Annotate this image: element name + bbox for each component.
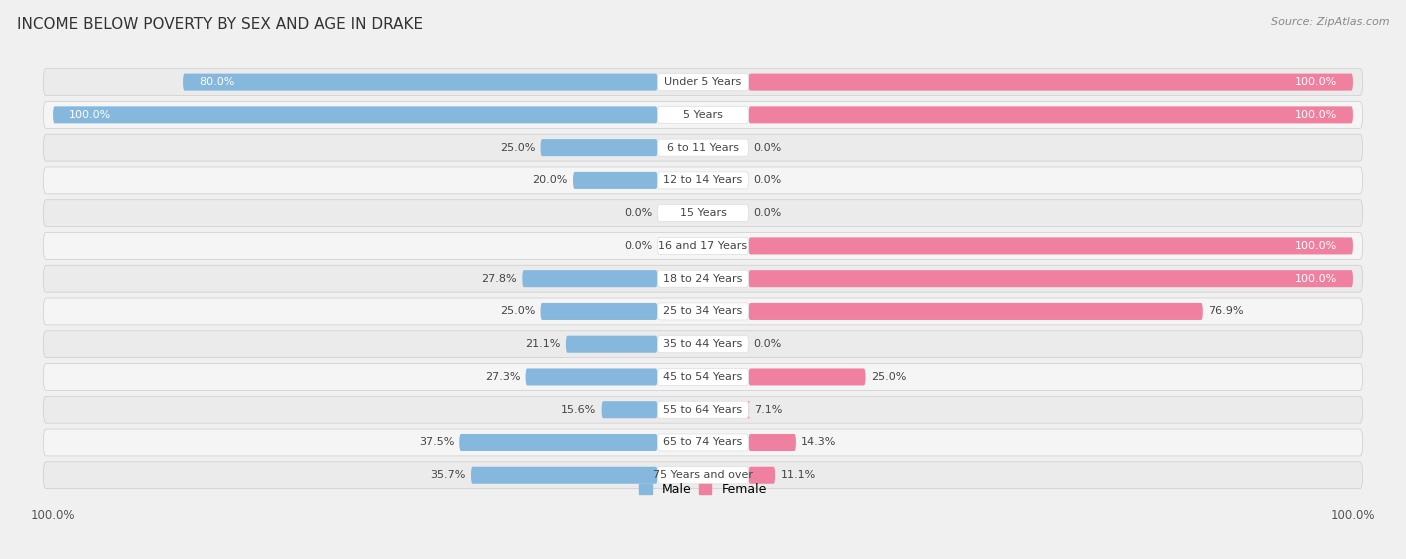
Text: 21.1%: 21.1%	[526, 339, 561, 349]
FancyBboxPatch shape	[748, 74, 1353, 91]
Text: 0.0%: 0.0%	[754, 176, 782, 186]
Text: 20.0%: 20.0%	[533, 176, 568, 186]
Text: 100.0%: 100.0%	[1295, 241, 1337, 251]
FancyBboxPatch shape	[748, 368, 866, 386]
Text: 100.0%: 100.0%	[69, 110, 111, 120]
FancyBboxPatch shape	[658, 401, 748, 418]
Text: 0.0%: 0.0%	[754, 339, 782, 349]
Text: 25.0%: 25.0%	[501, 306, 536, 316]
Text: 100.0%: 100.0%	[1295, 110, 1337, 120]
FancyBboxPatch shape	[658, 139, 748, 156]
Text: 35 to 44 Years: 35 to 44 Years	[664, 339, 742, 349]
FancyBboxPatch shape	[658, 238, 748, 254]
FancyBboxPatch shape	[183, 74, 658, 91]
Text: 7.1%: 7.1%	[755, 405, 783, 415]
FancyBboxPatch shape	[44, 298, 1362, 325]
FancyBboxPatch shape	[748, 303, 1202, 320]
FancyBboxPatch shape	[44, 167, 1362, 194]
FancyBboxPatch shape	[658, 303, 748, 320]
Text: 80.0%: 80.0%	[200, 77, 235, 87]
FancyBboxPatch shape	[658, 74, 748, 91]
FancyBboxPatch shape	[748, 401, 751, 418]
FancyBboxPatch shape	[44, 134, 1362, 161]
FancyBboxPatch shape	[44, 69, 1362, 96]
FancyBboxPatch shape	[44, 363, 1362, 390]
FancyBboxPatch shape	[460, 434, 658, 451]
FancyBboxPatch shape	[526, 368, 658, 386]
Text: 27.3%: 27.3%	[485, 372, 520, 382]
Text: 16 and 17 Years: 16 and 17 Years	[658, 241, 748, 251]
FancyBboxPatch shape	[540, 303, 658, 320]
FancyBboxPatch shape	[565, 336, 658, 353]
FancyBboxPatch shape	[44, 331, 1362, 358]
FancyBboxPatch shape	[471, 467, 658, 484]
FancyBboxPatch shape	[658, 172, 748, 189]
Text: 100.0%: 100.0%	[1295, 274, 1337, 283]
FancyBboxPatch shape	[44, 266, 1362, 292]
FancyBboxPatch shape	[44, 101, 1362, 129]
Legend: Male, Female: Male, Female	[634, 479, 772, 501]
FancyBboxPatch shape	[44, 233, 1362, 259]
Text: 12 to 14 Years: 12 to 14 Years	[664, 176, 742, 186]
Text: 5 Years: 5 Years	[683, 110, 723, 120]
Text: 65 to 74 Years: 65 to 74 Years	[664, 438, 742, 448]
FancyBboxPatch shape	[44, 200, 1362, 226]
Text: 35.7%: 35.7%	[430, 470, 465, 480]
Text: 25 to 34 Years: 25 to 34 Years	[664, 306, 742, 316]
FancyBboxPatch shape	[44, 462, 1362, 489]
Text: 55 to 64 Years: 55 to 64 Years	[664, 405, 742, 415]
FancyBboxPatch shape	[748, 238, 1353, 254]
Text: 0.0%: 0.0%	[754, 208, 782, 218]
FancyBboxPatch shape	[574, 172, 658, 189]
FancyBboxPatch shape	[658, 467, 748, 484]
Text: 76.9%: 76.9%	[1208, 306, 1243, 316]
Text: 100.0%: 100.0%	[1295, 77, 1337, 87]
Text: Source: ZipAtlas.com: Source: ZipAtlas.com	[1271, 17, 1389, 27]
FancyBboxPatch shape	[658, 368, 748, 386]
Text: 25.0%: 25.0%	[501, 143, 536, 153]
FancyBboxPatch shape	[658, 270, 748, 287]
FancyBboxPatch shape	[658, 205, 748, 222]
Text: 18 to 24 Years: 18 to 24 Years	[664, 274, 742, 283]
FancyBboxPatch shape	[540, 139, 658, 156]
FancyBboxPatch shape	[53, 106, 658, 124]
Text: INCOME BELOW POVERTY BY SEX AND AGE IN DRAKE: INCOME BELOW POVERTY BY SEX AND AGE IN D…	[17, 17, 423, 32]
Text: 75 Years and over: 75 Years and over	[652, 470, 754, 480]
Text: 27.8%: 27.8%	[481, 274, 517, 283]
FancyBboxPatch shape	[748, 270, 1353, 287]
FancyBboxPatch shape	[658, 106, 748, 124]
FancyBboxPatch shape	[658, 336, 748, 353]
Text: 37.5%: 37.5%	[419, 438, 454, 448]
Text: 0.0%: 0.0%	[754, 143, 782, 153]
FancyBboxPatch shape	[602, 401, 658, 418]
FancyBboxPatch shape	[44, 396, 1362, 423]
Text: 0.0%: 0.0%	[624, 208, 652, 218]
Text: 15 Years: 15 Years	[679, 208, 727, 218]
Text: 0.0%: 0.0%	[624, 241, 652, 251]
Text: 14.3%: 14.3%	[801, 438, 837, 448]
Text: 11.1%: 11.1%	[780, 470, 815, 480]
FancyBboxPatch shape	[748, 106, 1353, 124]
FancyBboxPatch shape	[748, 467, 775, 484]
Text: 15.6%: 15.6%	[561, 405, 596, 415]
Text: 6 to 11 Years: 6 to 11 Years	[666, 143, 740, 153]
FancyBboxPatch shape	[44, 429, 1362, 456]
Text: 25.0%: 25.0%	[870, 372, 905, 382]
FancyBboxPatch shape	[748, 434, 796, 451]
FancyBboxPatch shape	[522, 270, 658, 287]
Text: 45 to 54 Years: 45 to 54 Years	[664, 372, 742, 382]
FancyBboxPatch shape	[658, 434, 748, 451]
Text: Under 5 Years: Under 5 Years	[665, 77, 741, 87]
